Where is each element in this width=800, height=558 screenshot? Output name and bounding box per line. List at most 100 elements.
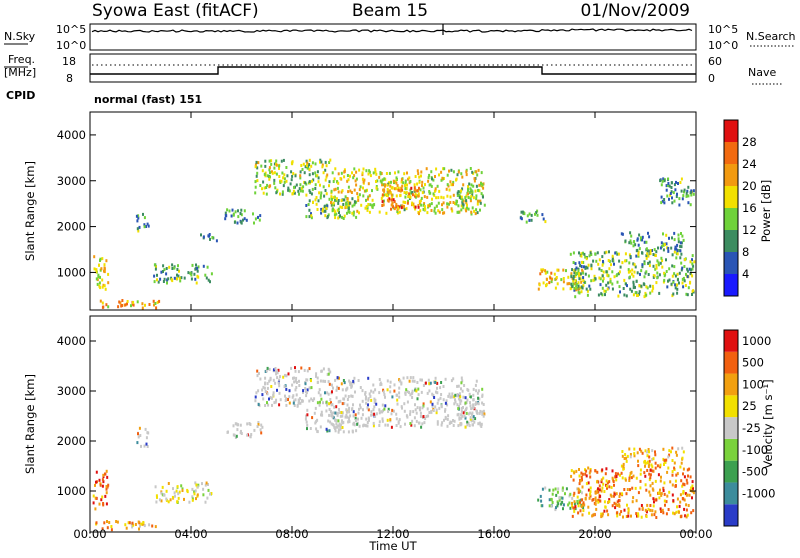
data-cell: [410, 423, 413, 427]
data-cell: [609, 277, 612, 281]
data-cell: [409, 195, 412, 199]
data-cell: [587, 466, 590, 470]
data-cell: [604, 289, 607, 293]
data-cell: [271, 403, 273, 407]
data-cell: [145, 436, 148, 440]
data-cell: [330, 401, 332, 405]
data-cell: [276, 370, 279, 374]
data-cell: [160, 491, 163, 495]
data-cell: [367, 195, 370, 199]
data-cell: [165, 267, 168, 270]
data-cell: [137, 216, 140, 220]
data-cell: [98, 281, 101, 285]
data-cell: [195, 263, 197, 267]
data-cell: [382, 409, 385, 413]
data-cell: [367, 172, 370, 176]
data-cell: [456, 384, 459, 388]
data-cell: [671, 294, 674, 298]
data-cell: [657, 261, 660, 265]
data-cell: [673, 466, 676, 470]
data-cell: [674, 484, 677, 487]
data-cell: [126, 302, 128, 306]
data-cell: [476, 173, 479, 177]
data-cell: [151, 524, 154, 528]
data-cell: [156, 278, 158, 282]
data-cell: [334, 216, 337, 220]
data-cell: [457, 210, 460, 214]
data-cell: [621, 261, 624, 265]
data-cell: [290, 170, 293, 174]
data-cell: [105, 502, 108, 506]
colorbar-frame: [723, 329, 739, 527]
data-cell: [647, 448, 650, 451]
data-cell: [601, 486, 604, 490]
data-cell: [668, 197, 670, 201]
data-cell: [306, 369, 309, 373]
data-cell: [603, 289, 606, 293]
data-cell: [384, 423, 387, 427]
data-cell: [634, 291, 637, 295]
data-cell: [329, 420, 332, 424]
data-cell: [469, 401, 471, 405]
data-cell: [260, 164, 263, 168]
data-cell: [469, 404, 472, 408]
data-cell: [145, 225, 147, 228]
data-cell: [617, 252, 620, 256]
data-cell: [635, 279, 638, 283]
data-cell: [632, 474, 635, 478]
data-cell: [679, 256, 682, 260]
data-cell: [421, 422, 424, 426]
data-cell: [682, 238, 685, 242]
data-cell: [452, 170, 455, 174]
data-cell: [632, 244, 635, 248]
data-cell: [384, 183, 387, 187]
data-cell: [315, 174, 318, 178]
data-cell: [387, 407, 390, 411]
data-cell: [362, 167, 365, 171]
data-cell: [436, 391, 439, 395]
data-cell: [684, 284, 687, 287]
data-cell: [352, 422, 355, 426]
data-cell: [662, 486, 665, 490]
data-cell: [421, 406, 424, 410]
data-cell: [254, 395, 257, 399]
data-cell: [273, 401, 276, 405]
data-cell: [404, 179, 407, 183]
data-cell: [177, 264, 179, 268]
data-cell: [137, 432, 139, 436]
data-cell: [408, 391, 410, 394]
data-cell: [337, 216, 340, 220]
data-cell: [382, 390, 385, 394]
data-cell: [568, 501, 571, 505]
data-cell: [311, 172, 314, 176]
data-cell: [347, 178, 350, 182]
data-cell: [526, 214, 529, 218]
data-cell: [167, 277, 170, 281]
data-cell: [598, 267, 601, 271]
data-cell: [432, 393, 435, 397]
data-cell: [417, 192, 420, 196]
data-cell: [345, 203, 348, 206]
data-cell: [101, 478, 104, 482]
data-cell: [390, 412, 393, 416]
data-cell: [327, 213, 330, 217]
data-cell: [548, 504, 551, 508]
data-cell: [603, 500, 606, 504]
data-cell: [560, 278, 563, 282]
frequency-panel: Freq. [MHz] 18 8 60 0 Nave: [4, 53, 782, 85]
noise-search-label: N.Search: [746, 30, 796, 43]
data-cell: [462, 395, 465, 399]
data-cell: [323, 194, 326, 198]
data-cell: [669, 193, 672, 197]
data-cell: [305, 215, 308, 219]
data-cell: [195, 497, 197, 501]
data-cell: [552, 488, 555, 492]
data-cell: [127, 521, 130, 525]
data-cell: [167, 482, 170, 485]
data-cell: [609, 280, 612, 284]
data-cell: [105, 485, 108, 488]
data-cell: [419, 406, 421, 410]
data-cell: [322, 185, 325, 189]
data-cell: [468, 424, 471, 428]
